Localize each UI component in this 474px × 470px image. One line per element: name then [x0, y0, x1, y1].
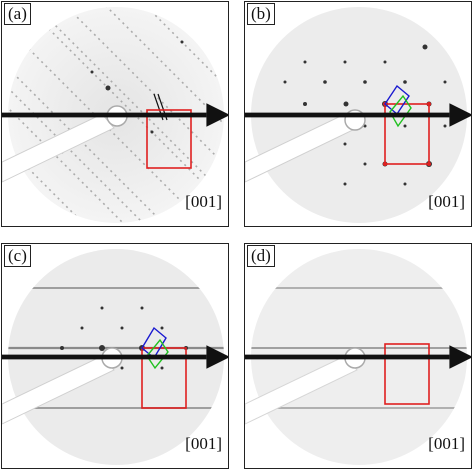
direction-arrow	[2, 345, 228, 369]
direction-label: [001]	[428, 192, 465, 211]
diffraction-pattern-c	[2, 249, 224, 465]
panel-b: (b) [001]	[244, 1, 472, 227]
panel-c: (c) [001]	[1, 243, 229, 469]
direction-label: [001]	[185, 192, 222, 211]
direction-arrow	[245, 345, 471, 369]
direction-label: [001]	[185, 434, 222, 453]
panel-label: (d)	[247, 245, 275, 267]
panel-label: (a)	[4, 3, 31, 25]
panel-a: (a) [001]	[1, 1, 229, 227]
panel-d: (d) [001]	[244, 243, 472, 469]
direction-label: [001]	[428, 434, 465, 453]
panel-label: (c)	[4, 245, 31, 267]
direction-arrow	[2, 103, 228, 127]
panel-label: (b)	[247, 3, 275, 25]
direction-arrow	[245, 103, 471, 127]
